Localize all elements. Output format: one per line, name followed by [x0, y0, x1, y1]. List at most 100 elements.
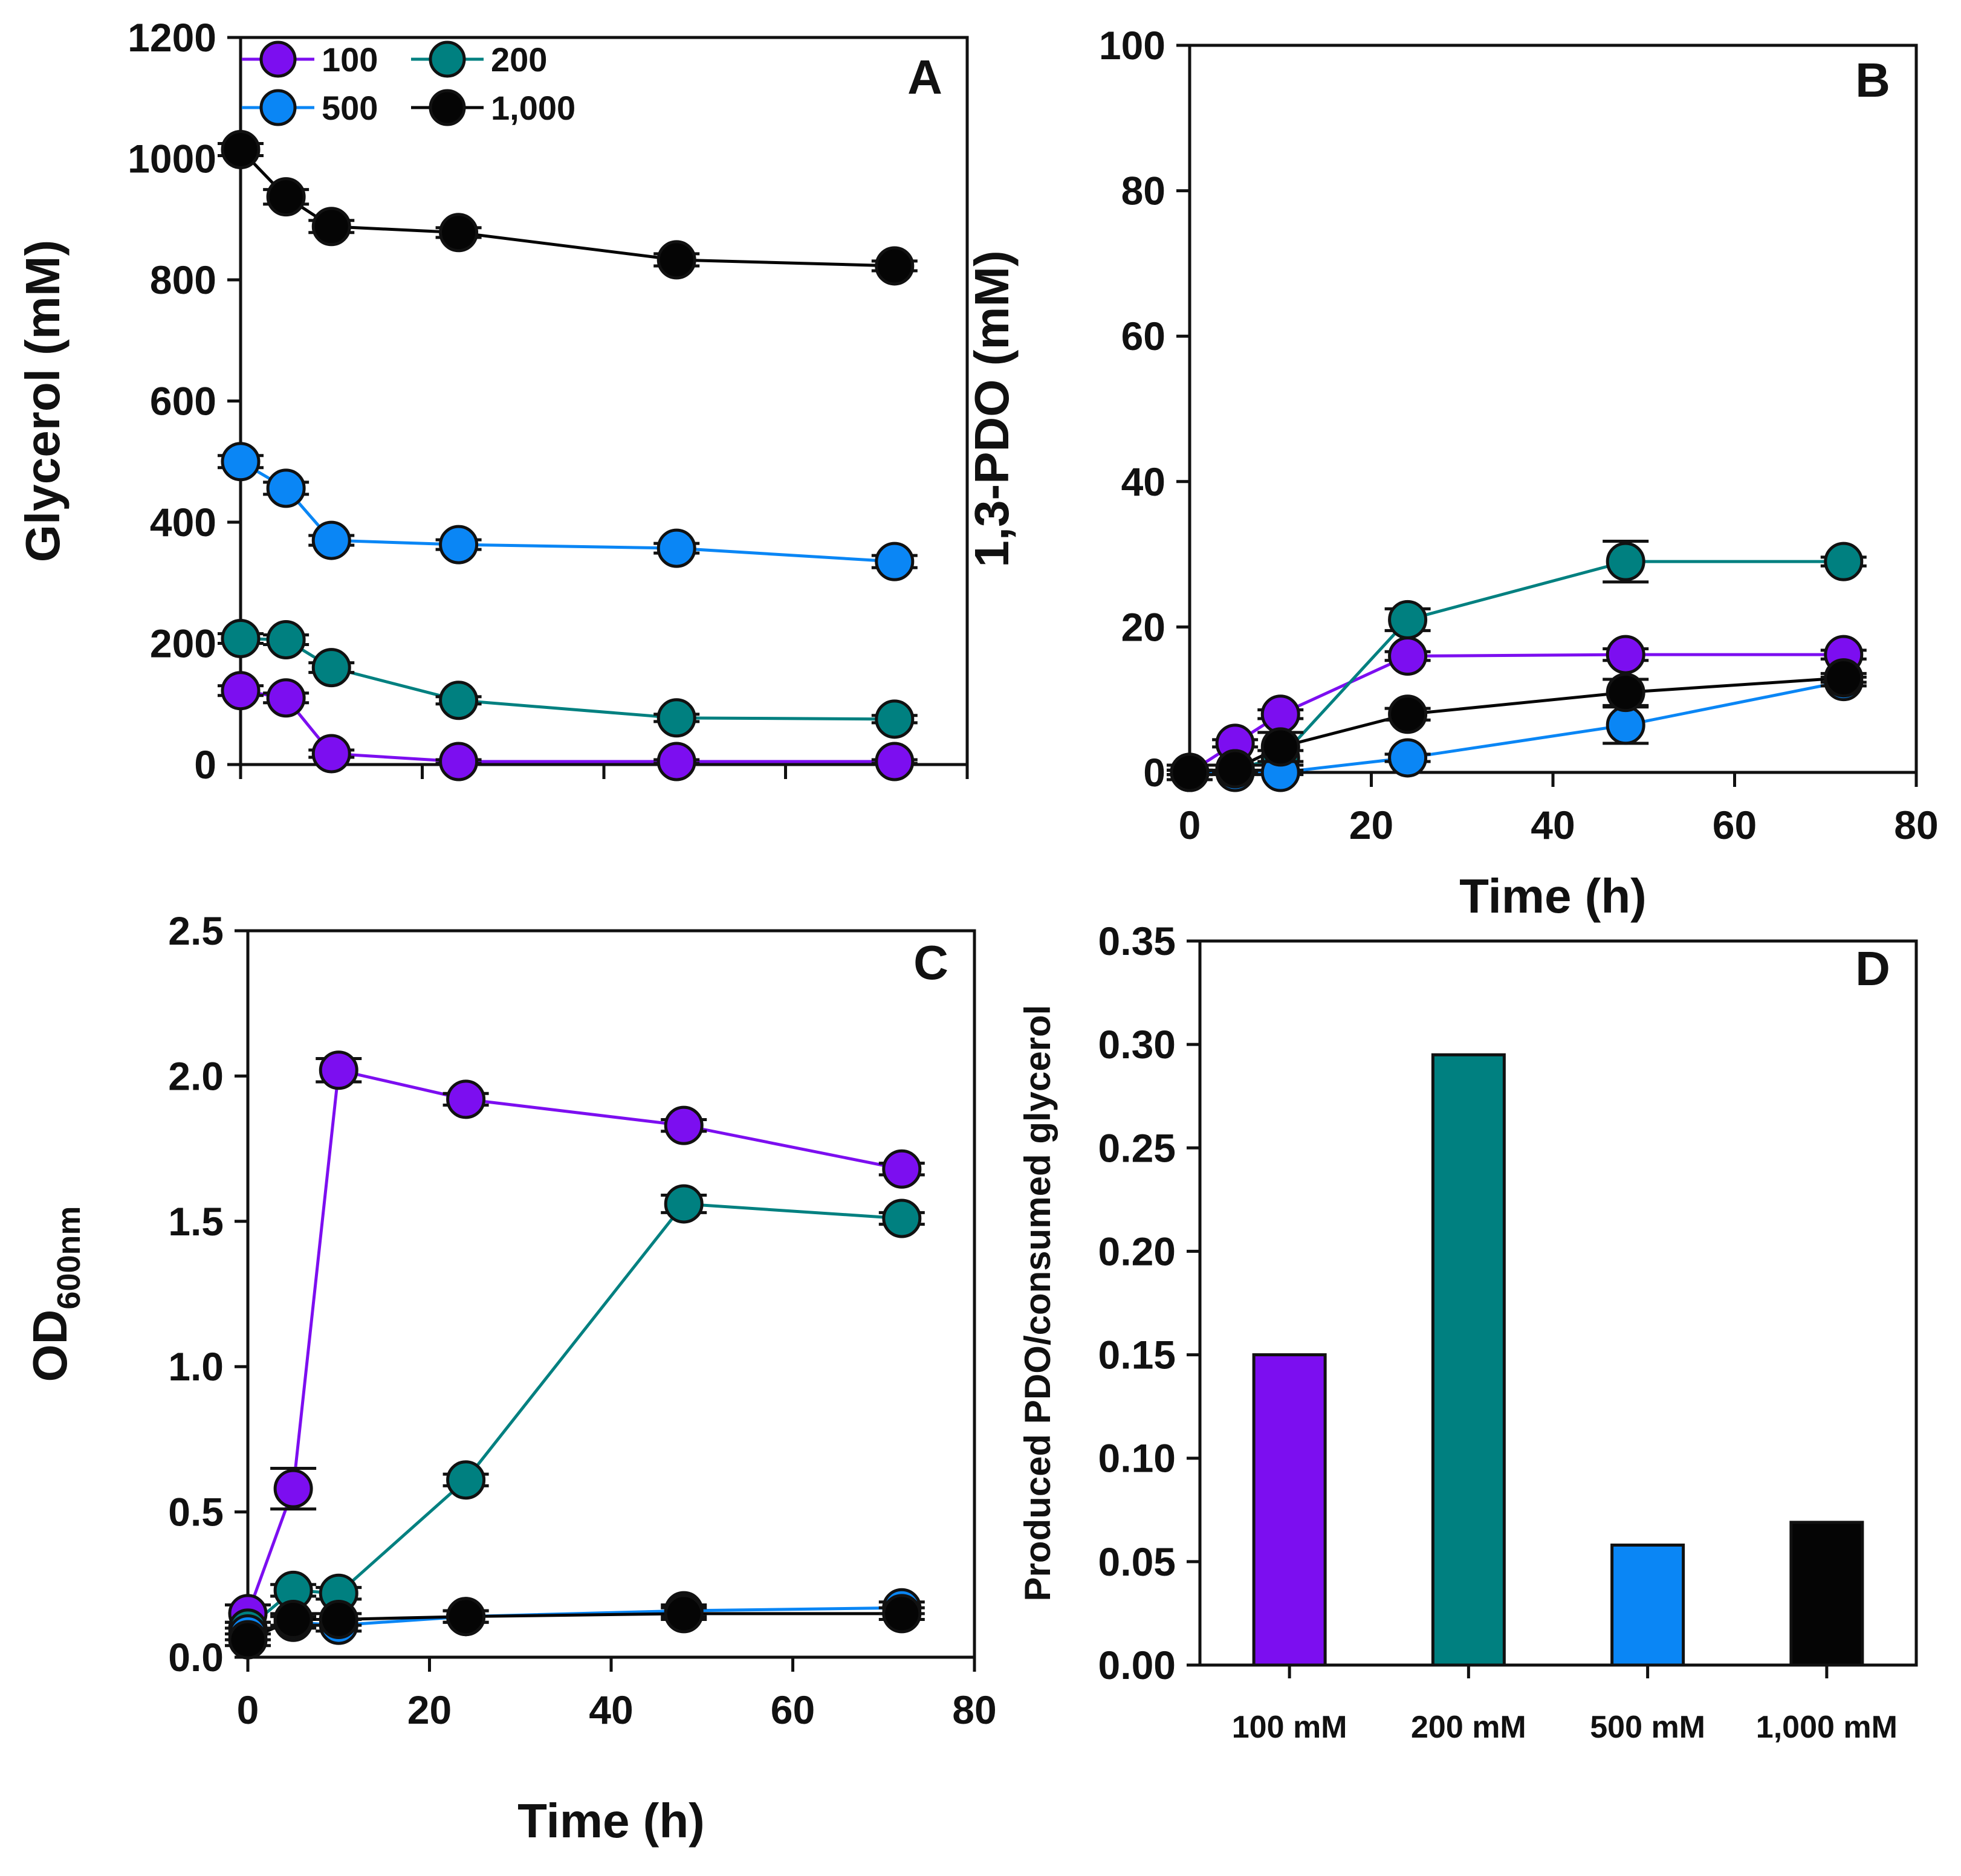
- y-tick-label: 2.0: [168, 1053, 224, 1098]
- x-tick-label: 0: [1179, 803, 1201, 847]
- y-tick-label: 800: [150, 257, 216, 302]
- panel-a-glycerol-chart: 0 200 400 600 800 1000 1200 A Glycerol (mM) 100 20…: [16, 15, 969, 787]
- panel-letter: B: [1855, 53, 1890, 107]
- data-point: [875, 742, 915, 781]
- y-tick-label: 1000: [128, 137, 216, 181]
- data-point: [319, 1050, 358, 1090]
- data-point: [875, 542, 915, 581]
- legend-item-200: 200: [411, 40, 547, 79]
- plot-frame: [239, 36, 969, 766]
- data-point: [1388, 600, 1428, 639]
- legend-marker: [429, 89, 466, 126]
- y-tick-label: 0.20: [1098, 1229, 1176, 1273]
- y-tick-label: 0.00: [1098, 1643, 1176, 1687]
- x-axis-title: Time (h): [517, 1794, 705, 1848]
- plot-frame: [1198, 939, 1918, 1667]
- data-point: [319, 1599, 358, 1639]
- data-point: [882, 1198, 922, 1238]
- data-point: [656, 240, 696, 280]
- y-axis-title-subscript: 600nm: [51, 1206, 87, 1309]
- data-point: [1606, 705, 1645, 745]
- panel-d-yield-bar-chart: 0.00 0.05 0.10 0.15 0.20 0.25 0.30 0.35 100 mM 20…: [1017, 919, 1918, 1745]
- y-axis-title: OD600nm: [23, 1206, 87, 1382]
- x-tick-label: 40: [1531, 803, 1575, 847]
- x-category-label: 500 mM: [1590, 1710, 1705, 1745]
- data-point: [1215, 749, 1255, 789]
- data-point: [311, 207, 351, 247]
- data-point: [439, 525, 479, 564]
- y-tick-label: 0: [194, 742, 216, 787]
- data-point: [439, 742, 479, 781]
- data-point: [266, 177, 306, 217]
- y-tick-label: 0.30: [1098, 1022, 1176, 1067]
- legend-marker: [259, 89, 297, 126]
- y-tick-label: 40: [1121, 459, 1165, 504]
- data-point: [273, 1469, 313, 1509]
- panel-b-pdo-chart: 0 20 40 60 80 100 0 20 40 60 80 B 1,3-PDO (mM) Time (…: [965, 23, 1939, 923]
- series-line-1000: [239, 148, 895, 268]
- y-tick-label: 0.35: [1098, 919, 1176, 963]
- bar-500mm: [1610, 1543, 1685, 1667]
- y-tick-label: 0: [1143, 750, 1165, 795]
- data-point: [266, 678, 306, 718]
- legend-item-100: 100: [242, 40, 378, 79]
- legend-item-1000: 1,000: [411, 89, 575, 127]
- y-tick-label: 600: [150, 379, 216, 424]
- x-tick-label: 80: [952, 1687, 996, 1732]
- y-tick-label: 20: [1121, 604, 1165, 649]
- data-point: [266, 468, 306, 508]
- y-tick-label: 0.25: [1098, 1125, 1176, 1170]
- data-point: [1606, 542, 1645, 581]
- x-tick-label: 20: [407, 1687, 452, 1732]
- data-point: [228, 1620, 268, 1660]
- y-tick-label: 0.15: [1098, 1333, 1176, 1377]
- data-point: [221, 442, 261, 482]
- y-axis-title-main: OD: [23, 1310, 77, 1382]
- data-point: [656, 528, 696, 568]
- data-point: [664, 1594, 704, 1634]
- y-tick-label: 100: [1099, 23, 1165, 68]
- legend-marker: [429, 40, 466, 78]
- legend-item-500: 500: [242, 89, 378, 127]
- y-tick-label: 2.5: [168, 908, 224, 953]
- data-point: [273, 1599, 313, 1639]
- y-tick-label: 0.05: [1098, 1539, 1176, 1584]
- bar-200mm: [1431, 1053, 1506, 1667]
- x-tick-label: 80: [1894, 803, 1938, 847]
- y-tick-label: 200: [150, 621, 216, 666]
- plot-frame: [1188, 44, 1918, 774]
- data-point: [664, 1184, 704, 1224]
- panel-letter: C: [913, 936, 948, 989]
- x-axis-title: Time (h): [1459, 869, 1647, 923]
- panel-letter: D: [1855, 942, 1890, 995]
- series-line-200: [247, 1202, 902, 1629]
- data-point: [439, 213, 479, 253]
- data-point: [1606, 635, 1645, 674]
- y-tick-label: 400: [150, 500, 216, 545]
- x-tick-label: 60: [1713, 803, 1757, 847]
- legend-label: 100: [322, 40, 378, 79]
- y-axis-title: 1,3-PDO (mM): [965, 250, 1019, 568]
- y-tick-label: 60: [1121, 314, 1165, 358]
- data-point: [311, 648, 351, 688]
- data-point: [1260, 727, 1300, 767]
- legend-label: 500: [322, 89, 378, 127]
- data-point: [439, 681, 479, 720]
- data-point: [1260, 694, 1300, 734]
- data-point: [656, 742, 696, 781]
- x-tick-label: 20: [1349, 803, 1393, 847]
- y-tick-label: 1200: [128, 15, 216, 60]
- data-point: [221, 129, 261, 169]
- y-tick-label: 80: [1121, 169, 1165, 213]
- legend-label: 200: [491, 40, 547, 79]
- legend-label: 1,000: [491, 89, 575, 127]
- data-point: [1388, 738, 1428, 778]
- data-point: [311, 734, 351, 774]
- data-point: [875, 246, 915, 286]
- data-point: [221, 671, 261, 711]
- data-point: [1388, 694, 1428, 734]
- panel-c-od-chart: 0.0 0.5 1.0 1.5 2.0 2.5 0 20 40 60 80 C OD600nm Time …: [23, 908, 997, 1848]
- data-point: [311, 520, 351, 560]
- y-axis-title: Glycerol (mM): [16, 240, 70, 562]
- data-point: [446, 1460, 486, 1500]
